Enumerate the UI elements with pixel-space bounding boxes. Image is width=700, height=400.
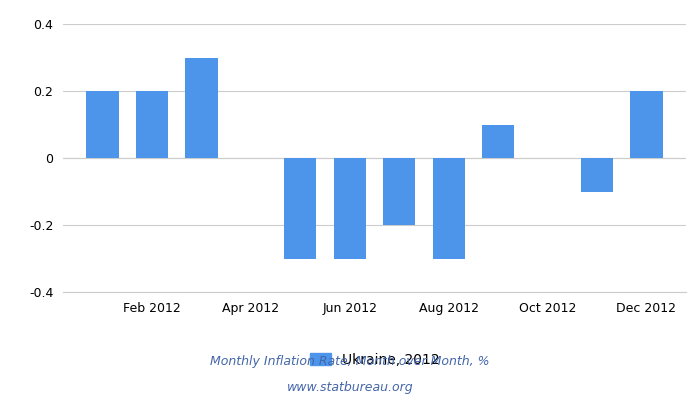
Bar xyxy=(136,91,168,158)
Bar xyxy=(383,158,415,225)
Bar xyxy=(334,158,366,258)
Bar xyxy=(482,124,514,158)
Bar xyxy=(186,58,218,158)
Bar xyxy=(87,91,118,158)
Bar xyxy=(631,91,662,158)
Bar xyxy=(581,158,613,192)
Text: Monthly Inflation Rate, Month over Month, %: Monthly Inflation Rate, Month over Month… xyxy=(210,356,490,368)
Bar xyxy=(284,158,316,258)
Legend: Ukraine, 2012: Ukraine, 2012 xyxy=(304,347,444,372)
Text: www.statbureau.org: www.statbureau.org xyxy=(287,382,413,394)
Bar xyxy=(433,158,465,258)
